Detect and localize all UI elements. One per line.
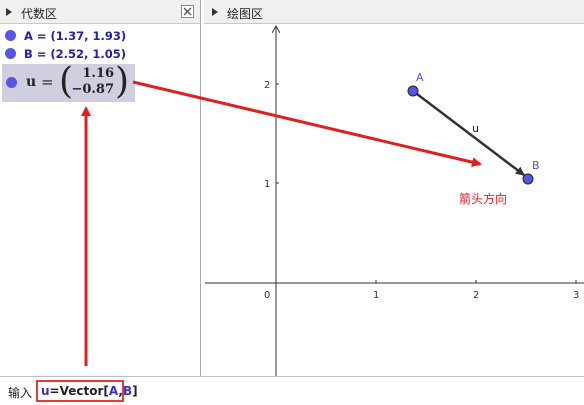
algebra-item-vector-u[interactable]: u = ( 1.16 −0.87 ) <box>2 64 135 102</box>
input-part-eq: =Vector[ <box>50 384 109 398</box>
command-input-text: u=Vector[A,B] <box>41 384 138 398</box>
algebra-item-point-b[interactable]: B = (2.52, 1.05) <box>0 45 200 63</box>
close-panel-button[interactable] <box>181 5 194 18</box>
input-part-u: u <box>41 384 50 398</box>
vector-y: −0.87 <box>71 82 114 97</box>
algebra-item-text: A = (1.37, 1.93) <box>24 29 126 43</box>
input-part-b: B <box>123 384 132 398</box>
input-label: 输入 <box>8 384 32 401</box>
visibility-toggle-icon[interactable] <box>5 48 16 59</box>
graphics-title: 绘图区 <box>227 5 263 22</box>
graphics-view[interactable]: 绘图区 <box>204 0 584 376</box>
algebra-title: 代数区 <box>21 5 57 22</box>
close-icon <box>182 6 193 17</box>
algebra-header: 代数区 <box>0 0 200 24</box>
visibility-toggle-icon[interactable] <box>5 30 16 41</box>
algebra-view: 代数区 A = (1.37, 1.93) B = (2.52, 1.05) u … <box>0 0 201 376</box>
vector-name: u <box>26 74 36 90</box>
algebra-item-point-a[interactable]: A = (1.37, 1.93) <box>0 27 200 45</box>
visibility-toggle-icon[interactable] <box>6 77 17 88</box>
algebra-item-text: B = (2.52, 1.05) <box>24 47 126 61</box>
collapse-arrow-icon[interactable] <box>212 8 218 16</box>
collapse-arrow-icon[interactable] <box>6 8 12 16</box>
right-paren: ) <box>115 64 129 100</box>
command-input[interactable]: u=Vector[A,B] <box>36 380 124 402</box>
input-part-a: A <box>109 384 119 398</box>
vector-components: 1.16 −0.87 <box>64 66 114 100</box>
input-part-close: ] <box>132 384 137 398</box>
input-bar: 输入 u=Vector[A,B] <box>0 376 584 405</box>
vector-x: 1.16 <box>82 66 114 81</box>
graphics-header: 绘图区 <box>204 0 584 24</box>
equals-sign: = <box>41 73 54 91</box>
